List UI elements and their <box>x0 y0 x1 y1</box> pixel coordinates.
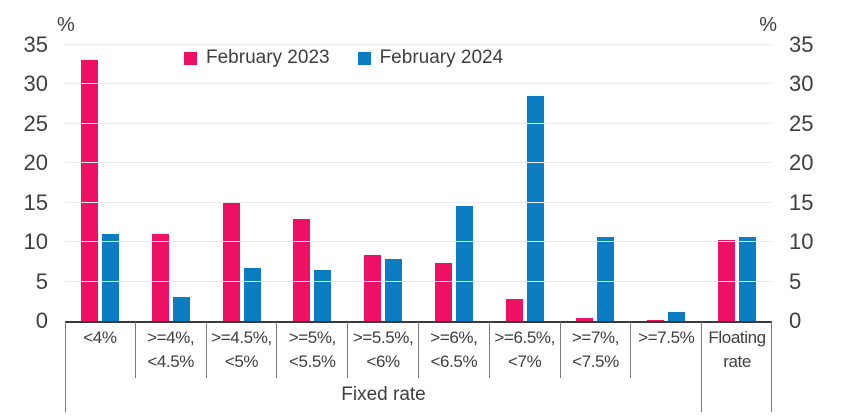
y-tick-label-right-35: 35 <box>789 31 814 57</box>
y-tick-label-left-35: 35 <box>23 31 48 57</box>
bar-group-8 <box>631 43 702 321</box>
y-axis-unit-right: % <box>759 14 777 36</box>
axis-boundary-floating <box>701 322 702 412</box>
bar-february-2024-5 <box>455 206 473 321</box>
gridline-35 <box>65 43 772 45</box>
gridline-10 <box>65 241 772 242</box>
gridline-5 <box>65 280 772 282</box>
category-label-1: >=4%, <4.5% <box>134 322 206 378</box>
bar-february-2023-4 <box>364 255 382 321</box>
y-tick-label-right-15: 15 <box>789 189 814 215</box>
category-label-4: >=5.5%, <6% <box>347 322 418 378</box>
bar-february-2023-8 <box>646 320 664 321</box>
bar-february-2024-7 <box>597 237 615 321</box>
bar-february-2024-8 <box>667 311 685 321</box>
category-label-6: >=6.5%, <7% <box>488 322 560 378</box>
y-tick-label-right-30: 30 <box>789 71 814 96</box>
bar-february-2023-2 <box>222 203 240 321</box>
bars-layer <box>65 43 772 321</box>
category-label-8: >=7.5% <box>630 322 701 378</box>
bar-february-2023-0 <box>81 60 99 321</box>
y-tick-label-right-5: 5 <box>789 268 802 294</box>
category-label-7: >=7%, <7.5% <box>559 322 631 378</box>
y-axis-unit-left: % <box>57 14 75 36</box>
category-label-2: >=4.5%, <5% <box>205 322 277 378</box>
bar-february-2024-1 <box>173 296 191 321</box>
bar-february-2024-6 <box>526 95 544 321</box>
y-tick-label-left-10: 10 <box>23 229 48 254</box>
bar-february-2024-4 <box>385 259 403 321</box>
bar-february-2024-0 <box>102 234 120 321</box>
axis-boundary-left <box>65 322 66 412</box>
bar-february-2024-2 <box>243 268 261 321</box>
legend-label-february-2023: February 2023 <box>206 47 330 68</box>
bar-group-7 <box>560 43 631 321</box>
bar-group-0 <box>65 43 136 321</box>
y-tick-label-right-10: 10 <box>789 229 814 254</box>
legend-item-february-2024: February 2024 <box>357 47 504 69</box>
y-tick-label-right-20: 20 <box>789 150 814 175</box>
y-axis-left: 0 5 10 15 20 25 30 35 <box>0 32 48 333</box>
bar-group-1 <box>136 43 207 321</box>
bar-group-2 <box>206 43 277 321</box>
y-tick-label-left-15: 15 <box>23 189 48 215</box>
y-tick-label-left-25: 25 <box>23 110 48 136</box>
legend-swatch-february-2023 <box>184 51 197 65</box>
bar-group-5 <box>419 43 490 321</box>
y-tick-label-left-0: 0 <box>35 308 48 333</box>
fixed-rate-group-label: Fixed rate <box>341 384 426 405</box>
category-label-0: <4% <box>83 328 117 347</box>
legend-item-february-2023: February 2023 <box>184 47 330 69</box>
category-label-3: >=5%, <5.5% <box>276 322 347 378</box>
bar-group-6 <box>489 43 560 321</box>
bar-group-9 <box>701 43 772 321</box>
legend-swatch-february-2024 <box>357 51 371 65</box>
bar-february-2023-7 <box>576 317 594 321</box>
axis-boundary-right <box>771 322 772 412</box>
gridline-20 <box>65 162 772 163</box>
legend: February 2023 February 2024 <box>184 47 503 69</box>
y-tick-label-right-25: 25 <box>789 110 814 136</box>
y-tick-label-right-0: 0 <box>789 308 802 333</box>
bar-group-3 <box>277 43 348 321</box>
category-label-9: Floating rate <box>701 322 772 378</box>
gridline-15 <box>65 201 772 203</box>
bar-february-2023-3 <box>293 219 311 321</box>
category-label-5: >=6%, <6.5% <box>417 322 489 378</box>
bar-february-2024-9 <box>738 237 756 321</box>
gridline-25 <box>65 122 772 124</box>
legend-label-february-2024: February 2024 <box>379 47 504 68</box>
bar-february-2023-5 <box>434 262 452 321</box>
y-tick-label-left-20: 20 <box>23 150 48 175</box>
bar-february-2024-3 <box>314 270 332 321</box>
gridline-30 <box>65 83 772 84</box>
bar-february-2023-1 <box>152 234 170 321</box>
y-axis-right: 0 5 10 15 20 25 30 35 <box>789 32 841 333</box>
plot-area <box>65 43 772 323</box>
y-tick-label-left-5: 5 <box>35 268 48 294</box>
y-tick-label-left-30: 30 <box>23 71 48 96</box>
category-axis: <4% >=4%, <4.5% >=4.5%, <5% >=5%, <5.5% >=5.5%,… <box>65 322 772 378</box>
bar-february-2023-6 <box>505 298 523 321</box>
bar-group-4 <box>348 43 419 321</box>
